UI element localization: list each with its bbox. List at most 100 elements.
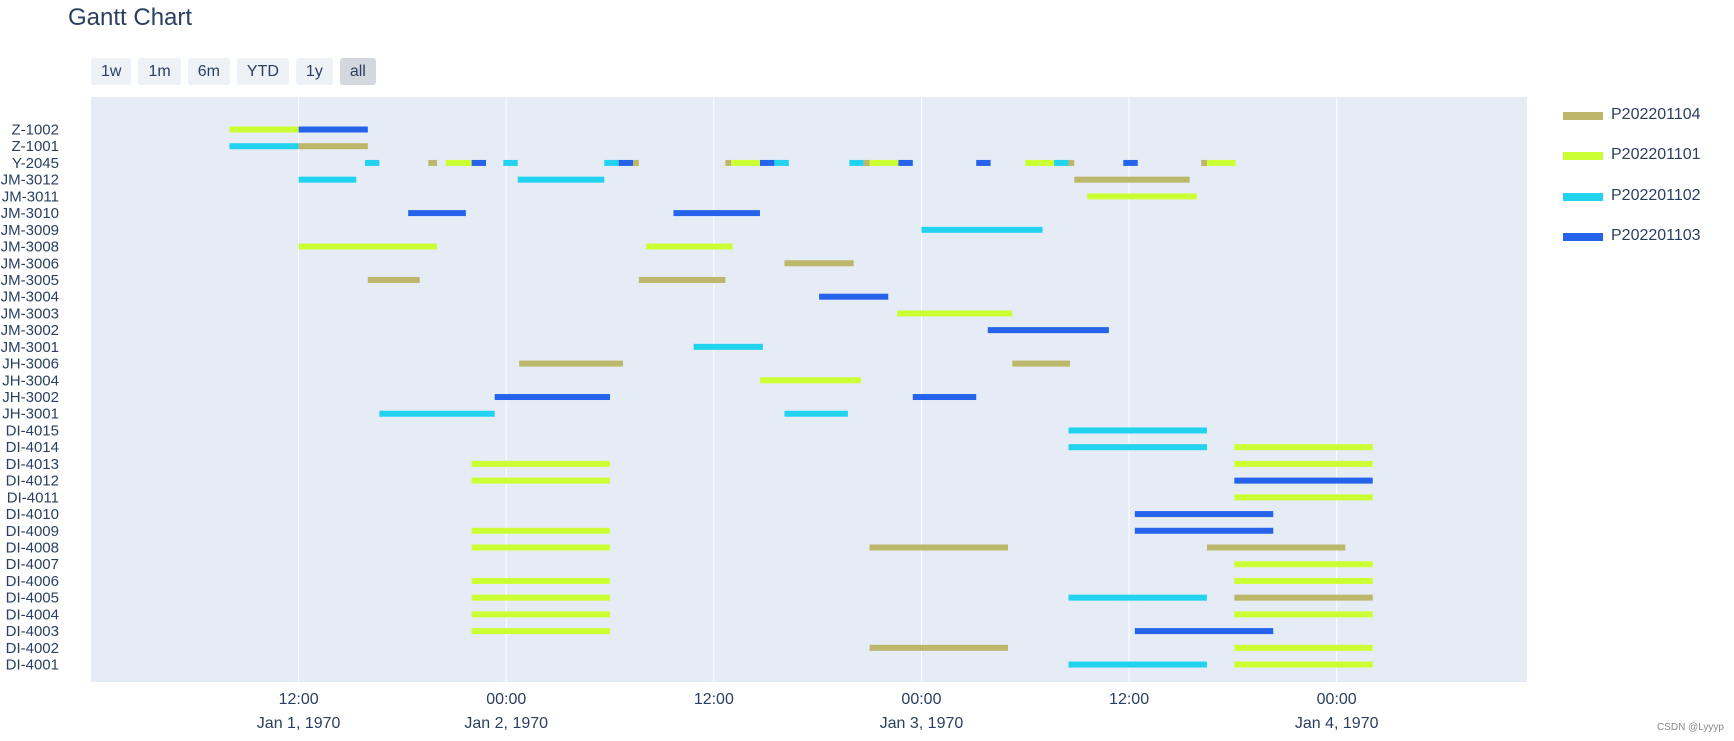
legend-label-p202201103: P202201103 <box>1611 227 1701 244</box>
gantt-bar-y-2045 <box>604 159 619 166</box>
y-tick-label-di-4009: DI-4009 <box>6 523 59 540</box>
y-tick-label-jm-3005: JM-3005 <box>1 272 59 289</box>
y-tick-label-di-4006: DI-4006 <box>6 573 59 590</box>
gantt-bar-di-4009 <box>1134 527 1274 534</box>
x-tick-time-3: 00:00 <box>901 691 941 708</box>
y-tick-label-di-4010: DI-4010 <box>6 506 59 523</box>
legend-swatch-p202201104 <box>1563 112 1603 120</box>
gantt-bar-di-4002 <box>1234 644 1373 651</box>
range-selector: 1w 1m 6m YTD 1y all <box>91 58 376 85</box>
legend-item-p202201101[interactable]: P202201101 <box>1560 144 1730 168</box>
y-tick-label-di-4008: DI-4008 <box>6 540 59 557</box>
gantt-bar-jm-3008 <box>298 243 438 250</box>
gantt-bar-jm-3002 <box>987 327 1109 334</box>
gantt-bar-jm-3012 <box>1074 176 1190 183</box>
gantt-bar-di-4005 <box>471 594 611 601</box>
y-tick-label-di-4002: DI-4002 <box>6 640 59 657</box>
legend-swatch-p202201102 <box>1563 193 1603 201</box>
x-tick-time-2: 12:00 <box>694 691 734 708</box>
gantt-bar-jm-3009 <box>921 226 1043 233</box>
gantt-bar-di-4005 <box>1068 594 1207 601</box>
gantt-bar-jm-3004 <box>819 293 889 300</box>
range-button-ytd[interactable]: YTD <box>236 58 289 85</box>
y-tick-label-jm-3002: JM-3002 <box>1 322 59 339</box>
gantt-bar-jh-3006 <box>1012 360 1070 367</box>
gantt-bar-di-4011 <box>1234 494 1373 501</box>
gantt-bar-y-2045 <box>633 159 639 166</box>
y-tick-label-jh-3006: JH-3006 <box>2 356 59 373</box>
gantt-bar-y-2045 <box>428 159 438 166</box>
gantt-bar-y-2045 <box>759 159 775 166</box>
y-tick-label-jm-3009: JM-3009 <box>1 222 59 239</box>
gantt-bar-jm-3011 <box>1087 193 1197 200</box>
gantt-bar-y-2045 <box>618 159 634 166</box>
y-tick-label-di-4011: DI-4011 <box>7 489 59 506</box>
range-button-6m[interactable]: 6m <box>187 58 230 85</box>
gantt-bar-z-1002 <box>298 126 368 133</box>
gantt-bar-di-4004 <box>471 611 611 618</box>
y-tick-label-z-1001: Z-1001 <box>11 138 59 155</box>
range-button-all[interactable]: all <box>339 58 376 85</box>
chart-title: Gantt Chart <box>68 4 193 31</box>
x-tick-time-0: 12:00 <box>279 691 319 708</box>
x-tick-time-5: 00:00 <box>1317 691 1357 708</box>
y-tick-label-z-1002: Z-1002 <box>11 122 59 139</box>
y-tick-label-di-4001: DI-4001 <box>6 657 59 674</box>
gantt-bar-di-4015 <box>1068 427 1207 434</box>
gantt-bar-z-1002 <box>229 126 299 133</box>
gantt-bar-di-4006 <box>1234 577 1373 584</box>
gantt-bar-y-2045 <box>774 159 789 166</box>
gantt-bar-jm-3010 <box>673 210 760 217</box>
legend-item-p202201102[interactable]: P202201102 <box>1560 185 1730 209</box>
gantt-bar-di-4001 <box>1234 661 1373 668</box>
gantt-bar-jm-3006 <box>784 260 854 267</box>
y-tick-label-y-2045: Y-2045 <box>12 155 59 172</box>
gantt-bar-jh-3004 <box>759 377 861 384</box>
gantt-bar-jm-3001 <box>693 343 763 350</box>
gantt-bar-y-2045 <box>898 159 913 166</box>
range-button-1y[interactable]: 1y <box>295 58 333 85</box>
gantt-bar-jm-3003 <box>896 310 1013 317</box>
range-button-1m[interactable]: 1m <box>138 58 181 85</box>
gantt-bar-di-4010 <box>1134 511 1274 518</box>
x-tick-date-3: Jan 3, 1970 <box>880 715 964 732</box>
gantt-bar-di-4014 <box>1234 444 1373 451</box>
gantt-bar-z-1001 <box>229 143 299 150</box>
gantt-bar-y-2045 <box>731 159 760 166</box>
gantt-bar-di-4002 <box>869 644 1008 651</box>
gantt-bar-jm-3005 <box>638 276 726 283</box>
y-tick-label-di-4004: DI-4004 <box>6 606 59 623</box>
gantt-bar-di-4009 <box>471 527 611 534</box>
legend-item-p202201104[interactable]: P202201104 <box>1560 104 1730 128</box>
legend-item-p202201103[interactable]: P202201103 <box>1560 225 1730 249</box>
legend-label-p202201102: P202201102 <box>1611 187 1701 204</box>
gantt-bar-y-2045 <box>725 159 732 166</box>
gantt-bar-di-4013 <box>471 460 611 467</box>
gantt-bar-y-2045 <box>364 159 380 166</box>
y-tick-label-di-4007: DI-4007 <box>6 556 59 573</box>
y-tick-label-jm-3001: JM-3001 <box>1 339 59 356</box>
y-tick-label-jm-3012: JM-3012 <box>1 172 59 189</box>
range-button-1w[interactable]: 1w <box>91 58 132 85</box>
gantt-bar-di-4005 <box>1234 594 1373 601</box>
gantt-bar-jm-3008 <box>646 243 733 250</box>
gantt-bar-y-2045 <box>445 159 472 166</box>
y-tick-label-jm-3008: JM-3008 <box>1 239 59 256</box>
gantt-bar-y-2045 <box>1054 159 1069 166</box>
gantt-bar-jm-3012 <box>298 176 357 183</box>
gantt-bar-di-4012 <box>471 477 611 484</box>
x-tick-time-1: 00:00 <box>486 691 526 708</box>
gantt-bar-y-2045 <box>1206 159 1236 166</box>
y-tick-label-jm-3011: JM-3011 <box>2 188 59 205</box>
y-tick-label-di-4015: DI-4015 <box>6 422 59 439</box>
gantt-bar-jh-3001 <box>379 410 495 417</box>
y-tick-label-jh-3004: JH-3004 <box>2 372 59 389</box>
gantt-bar-di-4014 <box>1068 444 1207 451</box>
gantt-bar-di-4003 <box>471 628 611 635</box>
gantt-bar-di-4013 <box>1234 460 1373 467</box>
y-tick-label-di-4012: DI-4012 <box>6 473 59 490</box>
gantt-bar-y-2045 <box>471 159 487 166</box>
gantt-bar-jh-3002 <box>494 394 611 401</box>
y-tick-label-di-4005: DI-4005 <box>6 590 59 607</box>
y-tick-label-jm-3003: JM-3003 <box>1 305 59 322</box>
